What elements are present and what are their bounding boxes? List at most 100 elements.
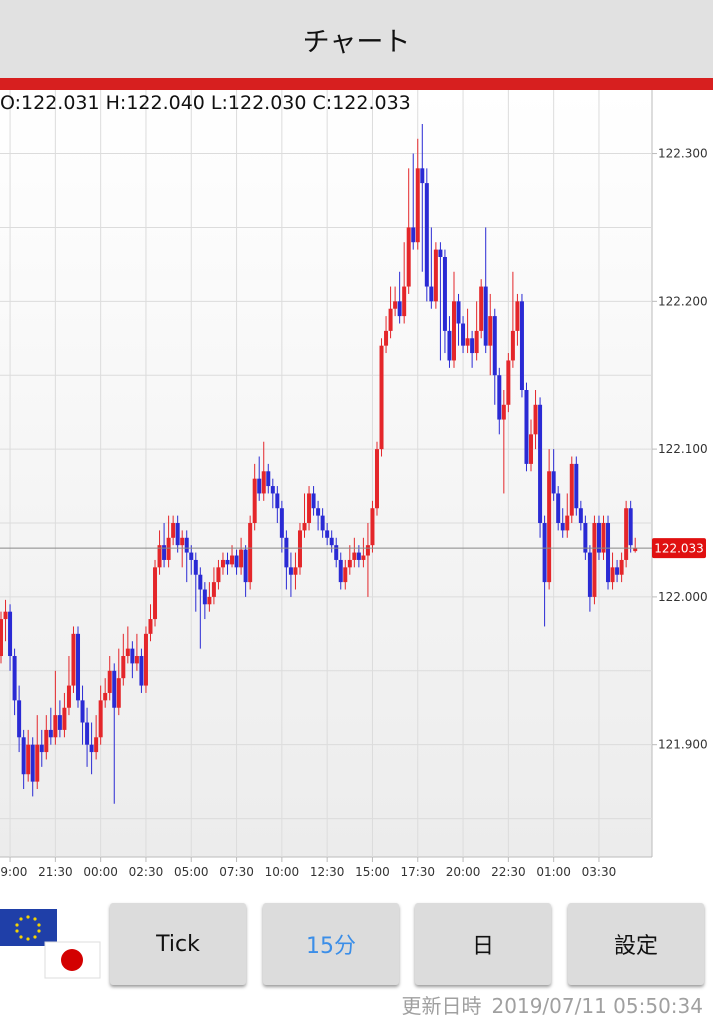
candle-body: [447, 330, 452, 361]
candle-body: [39, 744, 44, 753]
y-tick-label: 122.100: [658, 442, 708, 456]
candle-body: [429, 286, 434, 302]
x-tick-label: 21:30: [38, 865, 73, 879]
candle-body: [153, 567, 158, 620]
candle-body: [284, 537, 289, 568]
candle-body: [297, 530, 302, 568]
candle-body: [234, 555, 239, 568]
candle-body: [66, 685, 71, 708]
header-bar: [0, 78, 713, 90]
candle-body: [483, 286, 488, 346]
candle-body: [415, 168, 420, 243]
currency-flags: [0, 909, 101, 979]
candle-body: [515, 301, 520, 331]
candle-body: [601, 523, 606, 553]
candle-body: [388, 308, 393, 331]
candle-body: [596, 523, 601, 553]
candle-body: [461, 323, 466, 346]
candle-body: [198, 574, 203, 590]
ohlc-label: O:122.031 H:122.040 L:122.030 C:122.033: [0, 92, 411, 114]
candle-body: [619, 559, 624, 575]
candle-body: [361, 555, 366, 560]
candle-body: [628, 508, 633, 546]
candle-body: [343, 567, 348, 583]
candle-body: [578, 508, 583, 524]
candle-body: [302, 523, 307, 531]
candle-body: [48, 729, 53, 738]
candle-body: [171, 523, 176, 538]
candle-body: [166, 537, 171, 560]
candle-body: [320, 515, 325, 531]
plot-area: [0, 90, 652, 857]
timeframe-button[interactable]: Tick: [110, 903, 246, 985]
x-tick-label: 10:00: [265, 865, 300, 879]
candle-body: [519, 301, 524, 391]
candle-body: [243, 549, 248, 583]
candle-body: [8, 611, 13, 657]
candle-body: [470, 338, 475, 354]
x-tick-label: 00:00: [83, 865, 118, 879]
candle-body: [220, 559, 225, 568]
candle-body: [184, 537, 189, 553]
candle-body: [560, 523, 565, 531]
candle-body: [411, 227, 416, 243]
candle-body: [275, 493, 280, 509]
candle-body: [12, 656, 17, 701]
candle-body: [121, 656, 126, 679]
candle-body: [565, 515, 570, 531]
candle-body: [62, 707, 67, 730]
candle-body: [397, 301, 402, 317]
candle-body: [85, 722, 90, 745]
y-tick-label: 122.000: [658, 590, 708, 604]
candle-body: [365, 545, 370, 556]
candle-body: [216, 567, 221, 583]
candle-body: [497, 375, 502, 420]
candle-body: [583, 523, 588, 553]
candle-body: [225, 559, 230, 565]
candle-body: [615, 567, 620, 575]
candle-body: [307, 493, 312, 524]
candle-body: [261, 471, 266, 494]
timeframe-button[interactable]: 設定: [568, 903, 704, 985]
timeframe-button[interactable]: 日: [415, 903, 551, 985]
candle-body: [606, 523, 611, 583]
update-label: 更新日時: [401, 994, 482, 1018]
candle-body: [610, 567, 615, 583]
candle-body: [556, 493, 561, 524]
x-tick-label: 03:30: [582, 865, 617, 879]
candle-body: [207, 596, 212, 605]
candle-body: [211, 582, 216, 597]
x-tick-label: 22:30: [491, 865, 526, 879]
candle-body: [57, 715, 62, 730]
candle-body: [116, 678, 121, 708]
candle-body: [338, 559, 343, 583]
candle-body: [569, 463, 574, 516]
x-tick-label: 15:00: [355, 865, 390, 879]
candle-body: [574, 463, 579, 509]
candle-body: [347, 559, 352, 568]
candle-body: [35, 744, 40, 782]
candle-body: [71, 633, 76, 686]
candle-body: [162, 545, 167, 560]
candle-body: [633, 548, 638, 552]
candle-body: [452, 301, 456, 361]
candle-body: [130, 648, 135, 664]
timeframe-button[interactable]: 15分: [263, 903, 399, 985]
candle-body: [293, 567, 298, 575]
candle-body: [89, 744, 94, 753]
y-tick-label: 122.300: [658, 147, 708, 161]
candle-body: [587, 552, 592, 597]
candle-body: [112, 670, 117, 708]
candle-body: [384, 330, 389, 346]
candle-body: [266, 471, 271, 487]
candle-body: [26, 744, 31, 775]
candle-body: [402, 286, 407, 317]
candle-body: [334, 545, 339, 560]
candle-body: [442, 256, 447, 331]
candle-body: [492, 316, 497, 376]
candle-body: [148, 619, 153, 634]
candle-body: [325, 530, 330, 538]
x-tick-label: 17:30: [400, 865, 435, 879]
candle-body: [3, 611, 8, 620]
